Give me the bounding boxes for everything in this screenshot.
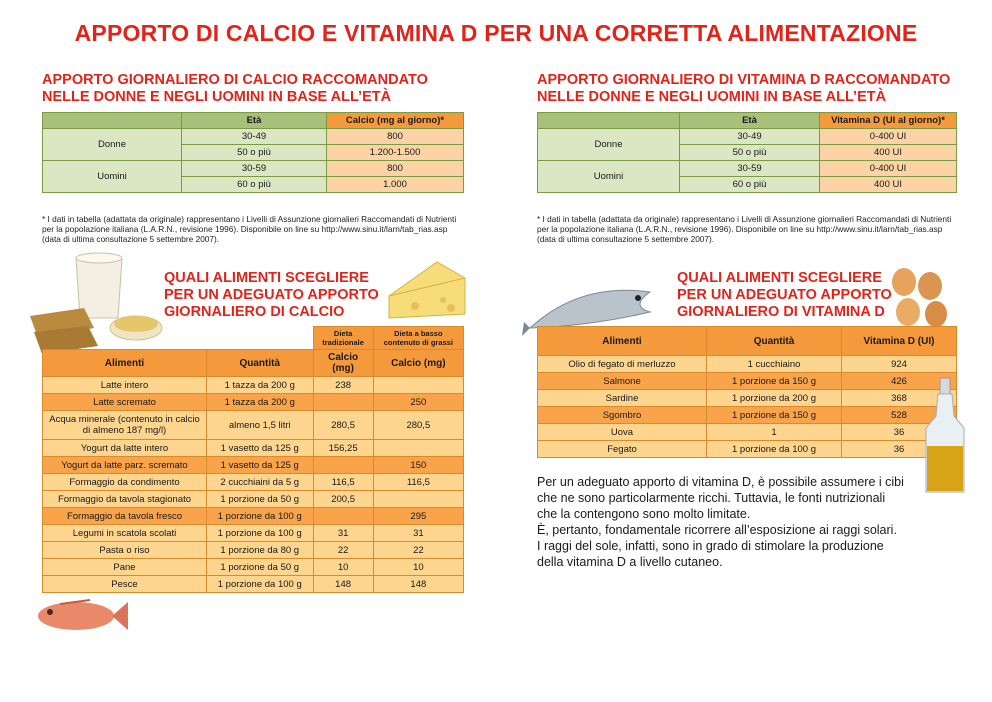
table-row: Formaggio da tavola stagionato 1 porzione… bbox=[42, 490, 465, 508]
col-qty: Quantità bbox=[706, 326, 842, 356]
fish-icon bbox=[38, 599, 128, 630]
vitd-footnote: * I dati in tabella (adattata da origina… bbox=[537, 214, 952, 244]
page-title: APPORTO DI CALCIO E VITAMINA D PER UNA C… bbox=[74, 20, 918, 46]
vitd-foods-title: QUALI ALIMENTI SCEGLIERE PER UN ADEGUATO… bbox=[677, 270, 892, 320]
red-fish-illustration bbox=[38, 599, 128, 630]
donne-label: Donne bbox=[42, 128, 182, 161]
calcio-req-table: Età Calcio (mg al giorno)* Donne 30-49 8… bbox=[42, 112, 464, 193]
col-age: Età bbox=[181, 112, 327, 129]
soy-bowl-icon bbox=[109, 315, 163, 341]
silver-fish-illustration bbox=[522, 289, 652, 336]
table-row: Formaggio da tavola fresco 1 porzione da … bbox=[42, 507, 465, 525]
col-food: Alimenti bbox=[42, 349, 207, 377]
col-trad-top: Dieta tradizionale bbox=[312, 326, 374, 350]
table-row: Latte scremato 1 tazza da 200 g 250 bbox=[42, 393, 465, 411]
oil-bottle-icon bbox=[925, 377, 965, 493]
table-row: Yogurt da latte parz. scremato 1 vasetto … bbox=[42, 456, 465, 474]
vitd-paragraph: Per un adeguato apporto di vitamina D, è… bbox=[537, 475, 904, 569]
col-vitd: Vitamina D (UI) bbox=[841, 326, 957, 356]
vitd-req-table: Età Vitamina D (UI al giorno)* Donne 30-… bbox=[537, 112, 957, 193]
col-vitd: Vitamina D (UI al giorno)* bbox=[819, 112, 957, 129]
col-qty: Quantità bbox=[206, 349, 314, 377]
table-row: Sgombro 1 porzione da 150 g 528 bbox=[537, 406, 957, 424]
donne-label: Donne bbox=[537, 128, 680, 161]
milk-glass-icon bbox=[75, 252, 123, 319]
table-row: Pane 1 porzione da 50 g 10 10 bbox=[42, 558, 465, 576]
col-trad: Calcio (mg) bbox=[312, 349, 374, 377]
cheese-icon bbox=[388, 261, 466, 319]
vitd-req-title: APPORTO GIORNALIERO DI VITAMINA D RACCOM… bbox=[537, 72, 951, 105]
cheese-illustration bbox=[388, 261, 466, 319]
uomini-label: Uomini bbox=[537, 160, 680, 193]
uomini-label: Uomini bbox=[42, 160, 182, 193]
table-row: Pasta o riso 1 porzione da 80 g 22 22 bbox=[42, 541, 465, 559]
table-row: Olio di fegato di merluzzo 1 cucchiaino 92… bbox=[537, 355, 957, 373]
table-row: Fegato 1 porzione da 100 g 36 bbox=[537, 440, 957, 458]
col-calcio: Calcio (mg al giorno)* bbox=[326, 112, 464, 129]
biscuits-icon bbox=[30, 308, 98, 354]
table-row: Salmone 1 porzione da 150 g 426 bbox=[537, 372, 957, 390]
vitd-foods-table: Alimenti Quantità Vitamina D (UI) Olio d… bbox=[537, 326, 957, 458]
table-row: Yogurt da latte intero 1 vasetto da 125 g… bbox=[42, 439, 465, 457]
table-row: Acqua minerale (contenuto in calcio di a… bbox=[42, 410, 465, 440]
fish-icon bbox=[522, 289, 652, 336]
calcio-footnote: * I dati in tabella (adattata da origina… bbox=[42, 214, 457, 244]
table-row: Legumi in scatola scolati 1 porzione da 1… bbox=[42, 524, 465, 542]
col-low: Calcio (mg) bbox=[372, 349, 465, 377]
oil-bottle-illustration bbox=[925, 377, 965, 493]
dairy-illustration bbox=[30, 252, 163, 354]
table-row: Uova 1 36 bbox=[537, 423, 957, 441]
col-age: Età bbox=[679, 112, 820, 129]
col-low-top: Dieta a basso contenuto di grassi bbox=[372, 326, 465, 350]
calcio-req-title: APPORTO GIORNALIERO DI CALCIO RACCOMANDA… bbox=[42, 72, 428, 105]
eggs-icon bbox=[892, 268, 947, 327]
table-row: Sardine 1 porzione da 200 g 368 bbox=[537, 389, 957, 407]
col-food: Alimenti bbox=[537, 326, 707, 356]
table-row: Formaggio da condimento 2 cucchiaini da 5… bbox=[42, 473, 465, 491]
table-row: Pesce 1 porzione da 100 g 148 148 bbox=[42, 575, 465, 593]
table-row: Latte intero 1 tazza da 200 g 238 bbox=[42, 376, 465, 394]
calcio-foods-title: QUALI ALIMENTI SCEGLIERE PER UN ADEGUATO… bbox=[164, 270, 379, 320]
eggs-illustration bbox=[892, 268, 947, 327]
calcio-foods-table: Dieta tradizionale Dieta a basso contenu… bbox=[42, 326, 465, 593]
